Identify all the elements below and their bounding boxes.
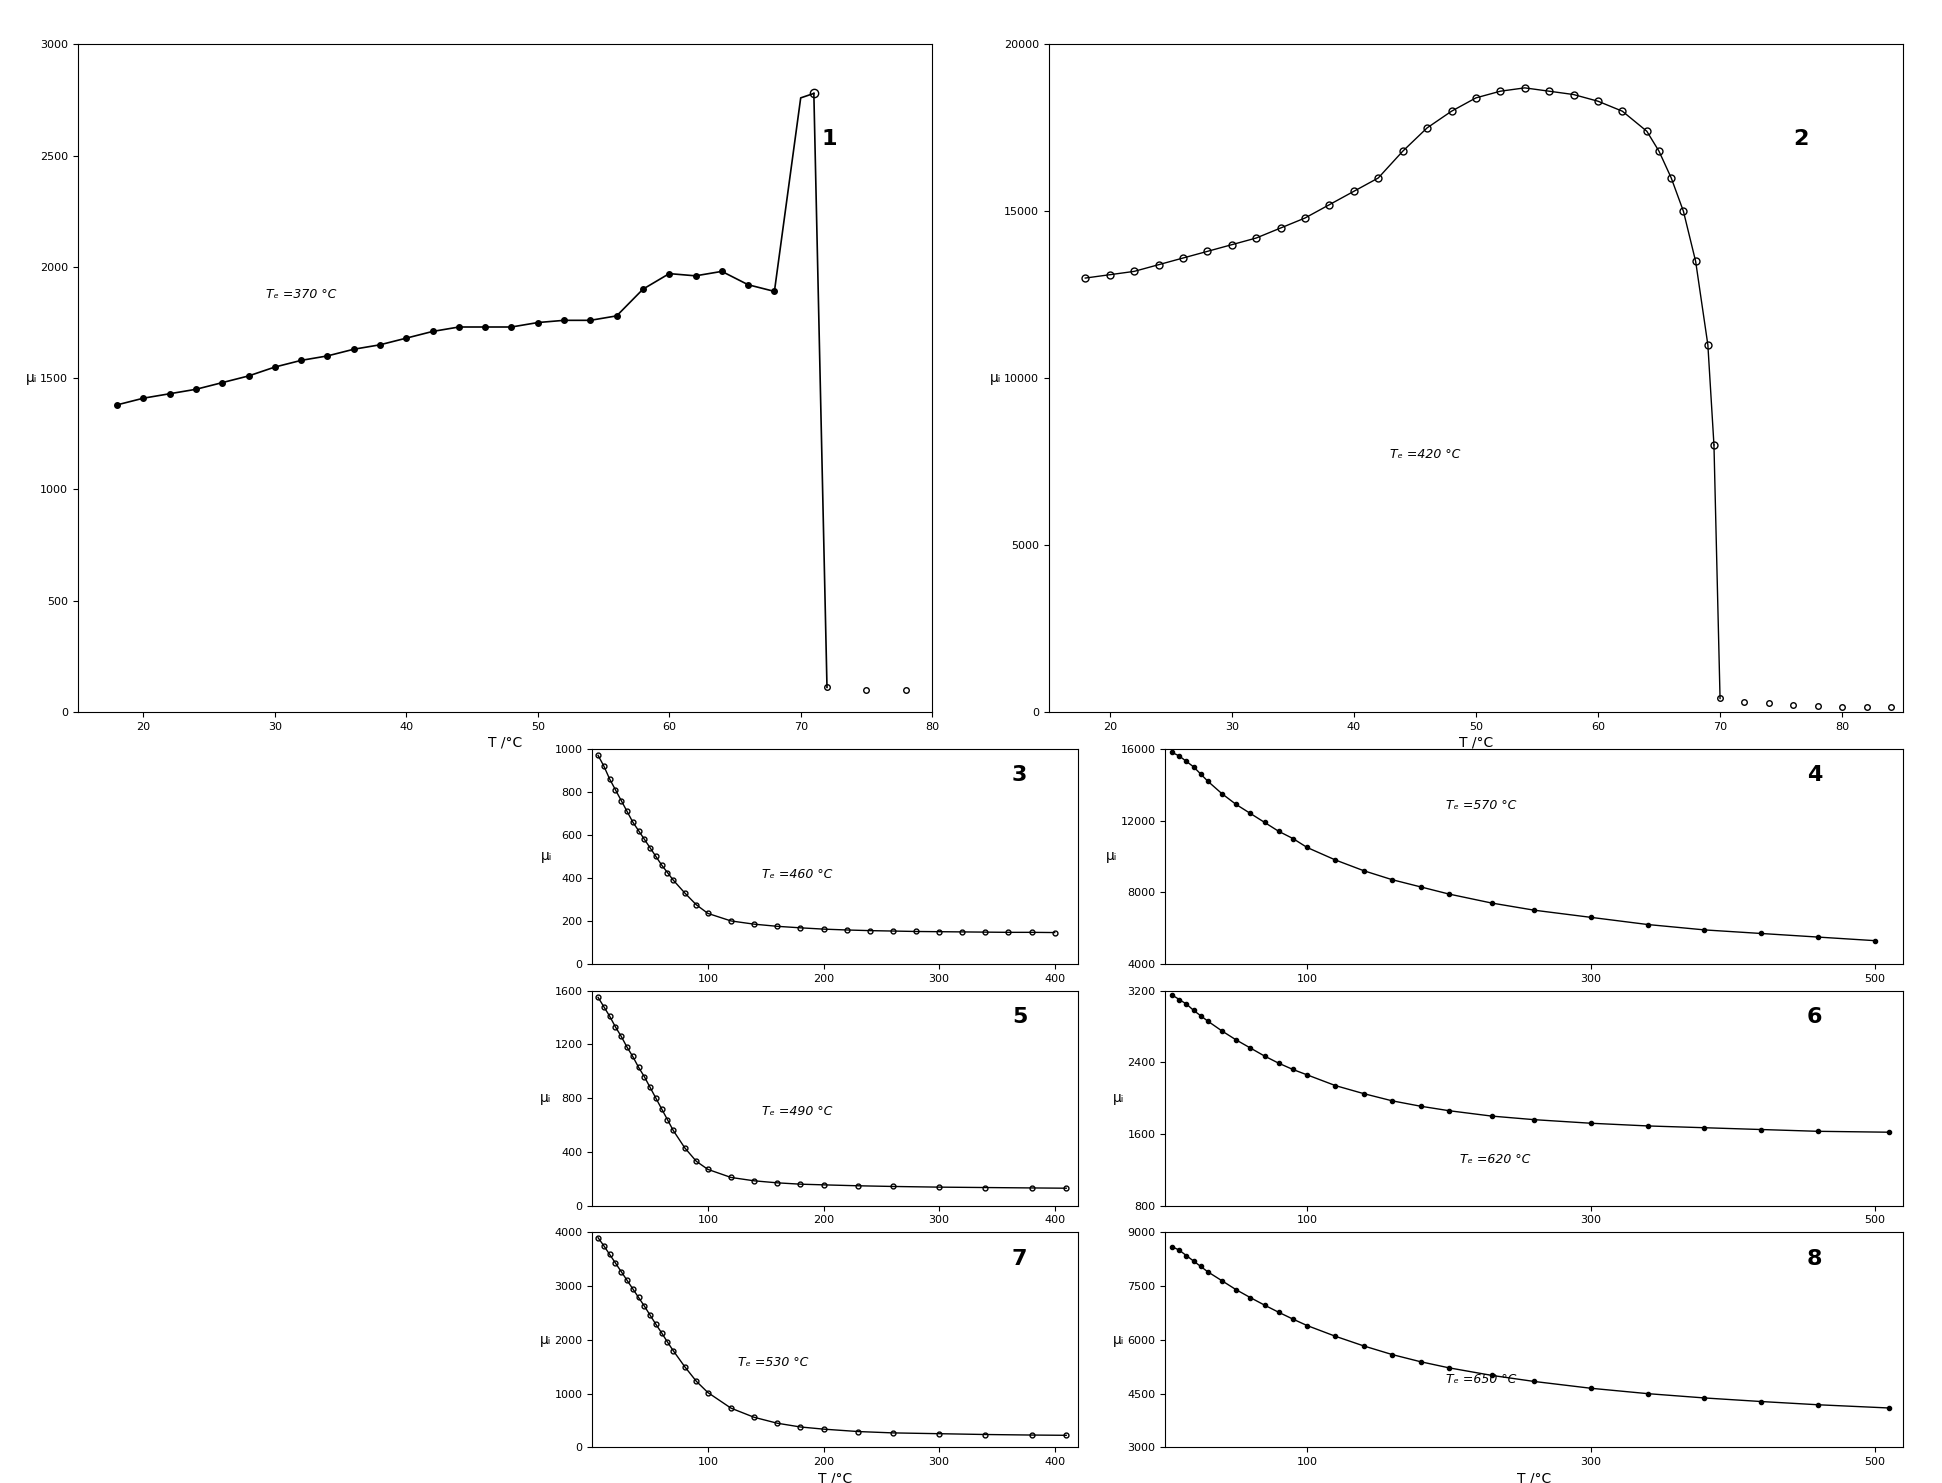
Text: 6: 6	[1806, 1007, 1822, 1026]
Text: Tₑ =570 °C: Tₑ =570 °C	[1445, 799, 1517, 813]
X-axis label: T /°C: T /°C	[1517, 1471, 1552, 1483]
Y-axis label: μᵢ: μᵢ	[990, 371, 1000, 386]
Text: 2: 2	[1792, 129, 1808, 148]
Y-axis label: μᵢ: μᵢ	[25, 371, 37, 386]
Text: 7: 7	[1012, 1249, 1027, 1268]
Y-axis label: μᵢ: μᵢ	[1113, 1091, 1124, 1105]
X-axis label: T /°C: T /°C	[818, 1471, 853, 1483]
Text: Tₑ =490 °C: Tₑ =490 °C	[763, 1105, 833, 1118]
Text: Tₑ =650 °C: Tₑ =650 °C	[1445, 1373, 1517, 1387]
Text: Tₑ =460 °C: Tₑ =460 °C	[763, 868, 833, 881]
X-axis label: T /°C: T /°C	[1458, 736, 1493, 750]
Text: 8: 8	[1806, 1249, 1822, 1268]
Y-axis label: μᵢ: μᵢ	[540, 850, 552, 863]
Text: Tₑ =530 °C: Tₑ =530 °C	[738, 1355, 808, 1369]
Text: 3: 3	[1012, 765, 1027, 785]
Text: 5: 5	[1012, 1007, 1027, 1026]
Text: Tₑ =620 °C: Tₑ =620 °C	[1460, 1152, 1530, 1166]
Text: Tₑ =370 °C: Tₑ =370 °C	[266, 288, 336, 301]
X-axis label: T /°C: T /°C	[487, 736, 522, 750]
Text: Tₑ =420 °C: Tₑ =420 °C	[1390, 448, 1460, 461]
Y-axis label: μᵢ: μᵢ	[1113, 1333, 1124, 1347]
Y-axis label: μᵢ: μᵢ	[540, 1091, 552, 1105]
Y-axis label: μᵢ: μᵢ	[540, 1333, 552, 1347]
Text: 4: 4	[1806, 765, 1822, 785]
Y-axis label: μᵢ: μᵢ	[1107, 850, 1117, 863]
Text: 1: 1	[821, 129, 837, 148]
